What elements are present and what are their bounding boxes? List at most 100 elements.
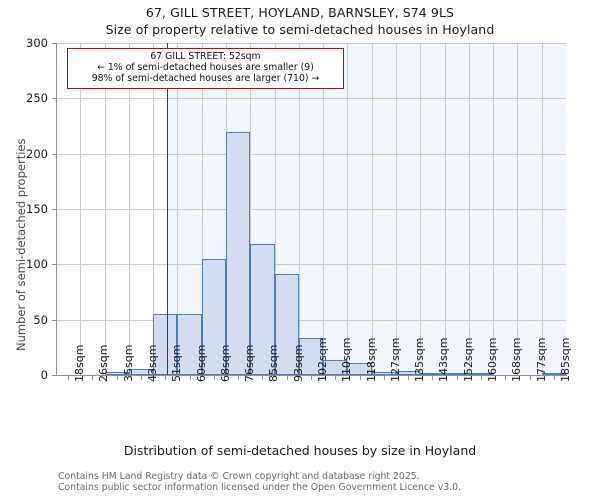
histogram-bar xyxy=(128,369,154,375)
y-tick-label: 100 xyxy=(26,257,48,272)
gridline-vertical xyxy=(298,43,300,375)
x-tick-mark xyxy=(383,376,385,380)
x-tick-label: 35sqm xyxy=(121,344,135,382)
x-tick-label: 118sqm xyxy=(364,337,378,382)
x-tick-mark xyxy=(456,376,458,380)
x-tick-mark xyxy=(213,376,215,380)
x-tick-mark xyxy=(189,376,191,380)
x-tick-label: 152sqm xyxy=(461,337,475,382)
gridline-vertical xyxy=(274,43,276,375)
x-tick-label: 18sqm xyxy=(73,344,87,382)
x-tick-label: 76sqm xyxy=(243,344,257,382)
x-tick-mark xyxy=(335,376,337,380)
x-tick-label: 51sqm xyxy=(170,344,184,382)
histogram-bar xyxy=(444,372,469,375)
gridline-vertical xyxy=(153,43,155,375)
x-tick-mark xyxy=(529,376,531,380)
x-tick-label: 43sqm xyxy=(146,344,159,382)
histogram-bar xyxy=(201,258,226,375)
annotation-line-1: 67 GILL STREET: 52sqm xyxy=(150,51,261,62)
y-tick-mark xyxy=(52,319,56,321)
histogram-bar xyxy=(396,370,421,375)
histogram-bar xyxy=(347,362,372,375)
gridline-vertical xyxy=(201,43,203,375)
x-tick-label: 85sqm xyxy=(267,344,281,382)
gridline-horizontal xyxy=(56,264,566,266)
y-axis-line xyxy=(56,43,57,376)
y-axis-title: Number of semi-detached properties xyxy=(14,138,28,351)
x-tick-mark xyxy=(68,376,70,380)
x-tick-mark xyxy=(116,376,118,380)
x-tick-mark xyxy=(553,376,555,380)
x-tick-mark xyxy=(141,376,142,380)
x-tick-label: 68sqm xyxy=(218,344,232,382)
histogram-bar xyxy=(153,314,178,375)
x-tick-label: 177sqm xyxy=(534,337,548,382)
x-tick-label: 135sqm xyxy=(413,337,427,382)
y-tick-label: 50 xyxy=(33,312,48,327)
y-tick-mark xyxy=(52,153,56,155)
histogram-bar xyxy=(371,371,396,375)
y-tick-mark xyxy=(52,98,56,100)
gridlines xyxy=(56,43,566,375)
gridline-horizontal xyxy=(56,319,566,321)
x-tick-label: 102sqm xyxy=(316,337,329,382)
property-annotation-box: 67 GILL STREET: 52sqm ← 1% of semi-detac… xyxy=(67,48,344,89)
x-tick-mark xyxy=(505,376,507,380)
histogram-bar xyxy=(468,373,494,375)
gridline-vertical xyxy=(104,43,106,375)
x-tick-mark xyxy=(481,376,482,380)
y-tick-label: 0 xyxy=(40,368,48,382)
gridline-vertical xyxy=(468,43,470,375)
x-tick-label: 60sqm xyxy=(194,344,208,382)
annotation-line-3: 98% of semi-detached houses are larger (… xyxy=(91,73,320,85)
x-axis-title: Distribution of semi-detached houses by … xyxy=(123,443,477,458)
x-tick-mark xyxy=(359,376,361,380)
gridline-vertical xyxy=(323,43,325,375)
histogram-bar xyxy=(420,372,445,375)
histogram-bar xyxy=(541,372,566,375)
x-tick-mark xyxy=(311,376,312,380)
x-tick-mark xyxy=(92,376,94,380)
histogram-bar xyxy=(323,359,348,375)
gridline-horizontal xyxy=(56,153,566,155)
histogram-bar xyxy=(104,371,129,375)
y-tick-label: 200 xyxy=(26,146,48,161)
x-tick-label: 93sqm xyxy=(291,344,305,382)
histogram-bars xyxy=(56,43,566,375)
gridline-vertical xyxy=(177,43,179,375)
page-subtitle: Size of property relative to semi-detach… xyxy=(105,22,495,37)
x-tick-label: 110sqm xyxy=(340,337,354,382)
plot-area xyxy=(56,43,566,375)
footer-attribution: Contains HM Land Registry data © Crown c… xyxy=(58,471,461,493)
gridline-vertical xyxy=(347,43,349,375)
gridline-vertical xyxy=(493,43,495,375)
x-tick-label: 143sqm xyxy=(437,337,451,382)
x-tick-mark xyxy=(262,376,264,380)
histogram-bar xyxy=(274,274,299,375)
x-tick-mark xyxy=(408,376,410,380)
gridline-horizontal xyxy=(56,43,566,44)
x-tick-label: 127sqm xyxy=(388,337,402,382)
gridline-vertical xyxy=(250,43,252,375)
y-tick-mark xyxy=(52,264,56,266)
page-title: 67, GILL STREET, HOYLAND, BARNSLEY, S74 … xyxy=(145,5,455,20)
x-axis-line xyxy=(56,375,567,376)
y-tick-label: 150 xyxy=(26,202,48,216)
x-tick-label: 185sqm xyxy=(558,337,572,382)
x-tick-label: 26sqm xyxy=(97,344,111,382)
annotation-line-2: ← 1% of semi-detached houses are smaller… xyxy=(97,62,314,74)
y-tick-mark xyxy=(52,209,56,210)
gridline-vertical xyxy=(517,43,519,375)
histogram-bar xyxy=(226,131,251,375)
y-tick-mark xyxy=(52,375,56,376)
gridline-vertical xyxy=(128,43,130,375)
gridline-horizontal xyxy=(56,209,566,210)
gridline-vertical xyxy=(396,43,397,375)
x-tick-label: 160sqm xyxy=(486,337,499,382)
y-tick-label: 250 xyxy=(26,91,48,106)
gridline-vertical xyxy=(444,43,446,375)
y-tick-label: 300 xyxy=(26,36,48,50)
x-tick-label: 168sqm xyxy=(510,337,524,382)
